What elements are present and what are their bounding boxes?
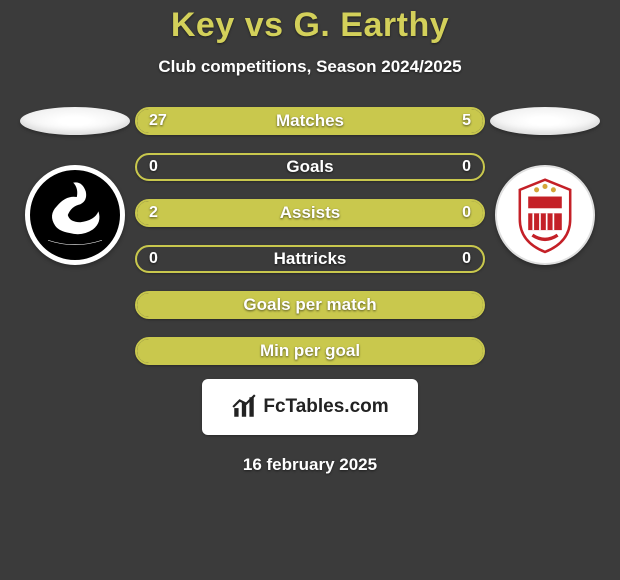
stat-label: Matches xyxy=(137,109,483,133)
stat-label: Min per goal xyxy=(137,339,483,363)
stat-value-right: 0 xyxy=(462,247,471,271)
date-label: 16 february 2025 xyxy=(243,455,377,475)
source-logo: FcTables.com xyxy=(202,379,418,435)
stat-value-left: 27 xyxy=(149,109,167,133)
main-row: Matches275Goals00Assists20Hattricks00Goa… xyxy=(0,107,620,365)
stat-bar: Assists2 0 xyxy=(135,199,485,227)
left-column xyxy=(15,107,135,265)
left-player-oval xyxy=(20,107,130,135)
stat-value-left: 0 xyxy=(149,155,158,179)
right-club-badge xyxy=(495,165,595,265)
chart-icon xyxy=(231,394,257,420)
stat-value-right: 0 xyxy=(462,155,471,179)
stat-label: Goals xyxy=(137,155,483,179)
bristol-crest-icon xyxy=(503,173,587,257)
page-title: Key vs G. Earthy xyxy=(171,6,449,45)
right-column xyxy=(485,107,605,265)
stat-label: Assists xyxy=(137,201,483,225)
stat-value-right: 0 xyxy=(462,201,471,225)
comparison-infographic: Key vs G. Earthy Club competitions, Seas… xyxy=(0,0,620,580)
left-club-badge xyxy=(25,165,125,265)
stat-label: Hattricks xyxy=(137,247,483,271)
stat-value-left: 2 xyxy=(149,201,158,225)
stat-bar: Goals per match xyxy=(135,291,485,319)
page-subtitle: Club competitions, Season 2024/2025 xyxy=(158,57,461,77)
stat-value-left: 0 xyxy=(149,247,158,271)
stat-bar: Matches27 5 xyxy=(135,107,485,135)
stat-bar: Min per goal xyxy=(135,337,485,365)
stat-bar: Goals0 0 xyxy=(135,153,485,181)
stat-label: Goals per match xyxy=(137,293,483,317)
swansea-swan-icon xyxy=(30,170,120,260)
stat-value-right: 5 xyxy=(462,109,471,133)
stat-bars: Matches275Goals00Assists20Hattricks00Goa… xyxy=(135,107,485,365)
source-logo-text: FcTables.com xyxy=(263,396,388,418)
stat-bar: Hattricks0 0 xyxy=(135,245,485,273)
right-player-oval xyxy=(490,107,600,135)
